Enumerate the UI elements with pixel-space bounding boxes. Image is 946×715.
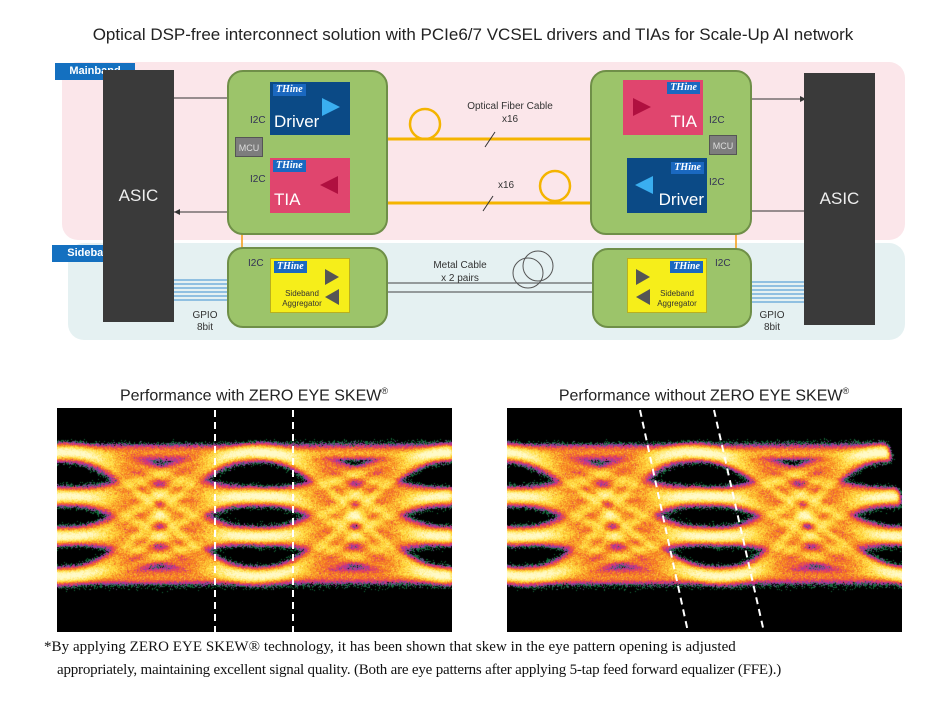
gpio-label-left: GPIO [192,310,218,321]
fiber-count-top: x16 [501,114,519,125]
driver-label: Driver [274,112,320,131]
slide-title: Optical DSP-free interconnect solution w… [92,25,854,44]
thine-logo: THine [273,84,306,96]
metal-cable-count: x 2 pairs [441,273,479,284]
gpio-label-right: GPIO [759,310,785,321]
tia-label: TIA [274,190,301,209]
bidirectional-buffer-icon [636,269,650,305]
i2c-label: I2C [250,174,266,185]
right-sideband-aggregator: THine Sideband Aggregator [627,258,707,313]
amplifier-right-icon [633,98,651,116]
registered-mark: ® [381,386,389,396]
eye-title-text: Performance without ZERO EYE SKEW [558,387,843,405]
i2c-label: I2C [250,115,266,126]
eye-diagram-with-zes [57,408,452,632]
amplifier-left-icon [635,176,653,194]
i2c-label: I2C [248,258,264,269]
i2c-label: I2C [709,115,725,126]
metal-cable-label: Metal Cable [433,260,487,271]
i2c-label: I2C [709,177,725,188]
right-driver-chip: THine Driver [627,158,707,213]
left-tia-chip: THine TIA [270,158,350,213]
tia-label: TIA [670,112,697,131]
gpio-bits-right: 8bit [763,322,781,333]
right-tia-chip: THine TIA [623,80,703,135]
footnote-line-1: *By applying ZERO EYE SKEW® technology, … [44,639,736,655]
left-sideband-aggregator: THine Sideband Aggregator [270,258,350,313]
amplifier-right-icon [322,98,340,116]
thine-logo: THine [274,261,307,273]
eye-title-text: Performance with ZERO EYE SKEW [119,387,382,405]
asic-left: ASIC [103,70,174,322]
driver-label: Driver [658,190,704,209]
right-mcu: MCU [709,135,737,155]
footnote-line-2: appropriately, maintaining excellent sig… [57,662,782,678]
aggregator-label: Sideband Aggregator [282,289,322,308]
eye-diagram-without-zes [507,408,902,632]
bidirectional-buffer-icon [325,269,339,305]
eye-title-without-zes: Performance without ZERO EYE SKEW® [484,386,924,405]
fiber-count-bottom: x16 [497,180,515,191]
gpio-bits-left: 8bit [196,322,214,333]
aggregator-label: Sideband Aggregator [657,289,697,308]
left-driver-chip: THine Driver [270,82,350,135]
registered-mark: ® [842,386,850,396]
fiber-cable-label: Optical Fiber Cable [467,101,553,112]
left-mcu: MCU [235,137,263,157]
thine-logo: THine [667,82,700,94]
thine-logo: THine [671,162,704,174]
thine-logo: THine [670,261,703,273]
i2c-label: I2C [715,258,731,269]
thine-logo: THine [273,160,306,172]
eye-title-with-zes: Performance with ZERO EYE SKEW® [34,386,474,405]
asic-right: ASIC [804,73,875,325]
amplifier-left-icon [320,176,338,194]
